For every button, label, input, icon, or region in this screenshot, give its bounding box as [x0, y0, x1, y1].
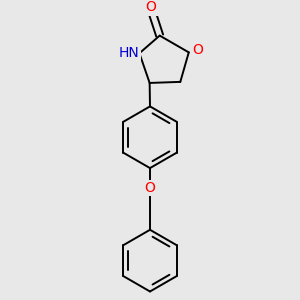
- Text: HN: HN: [118, 46, 139, 60]
- Text: O: O: [145, 181, 155, 195]
- Text: O: O: [192, 43, 203, 57]
- Text: O: O: [146, 0, 157, 14]
